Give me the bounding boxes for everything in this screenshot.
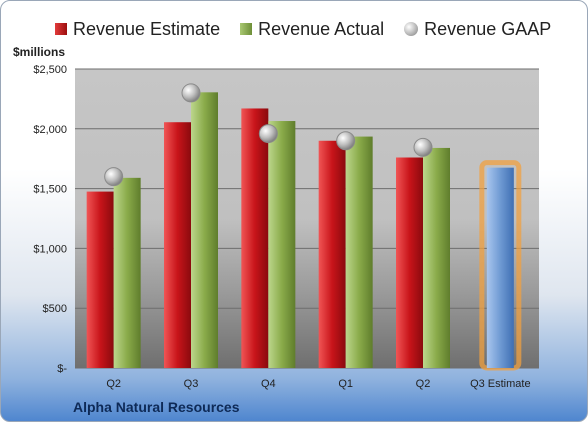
company-name: Alpha Natural Resources: [73, 399, 240, 415]
y-tick-label: $500: [43, 303, 67, 315]
bar-estimate: [318, 140, 346, 368]
legend-label-estimate: Revenue Estimate: [73, 18, 221, 39]
gaap-marker: [336, 131, 356, 151]
bar-actual: [268, 121, 296, 368]
bar-actual: [191, 92, 218, 369]
legend-item-estimate: Revenue Estimate: [55, 19, 220, 40]
y-tick-label: $-: [57, 363, 67, 375]
legend-item-actual: Revenue Actual: [240, 19, 384, 40]
y-tick-label: $1,500: [33, 184, 67, 196]
legend-label-actual: Revenue Actual: [258, 18, 385, 39]
bar-estimate: [164, 122, 191, 368]
bar-estimate: [241, 108, 269, 368]
gaap-marker: [104, 167, 124, 187]
legend: Revenue Estimate Revenue Actual Revenue …: [55, 17, 551, 41]
x-tick-label: Q3: [184, 378, 199, 390]
y-tick-label: $2,000: [33, 124, 67, 136]
bar-actual: [423, 147, 450, 368]
x-tick-label: Q3 Estimate: [470, 378, 531, 390]
bar-estimate: [396, 157, 423, 368]
x-tick-label: Q1: [338, 378, 353, 390]
y-unit-label: $millions: [13, 45, 66, 59]
gaap-marker: [181, 83, 201, 103]
x-tick-label: Q4: [261, 378, 276, 390]
legend-label-gaap: Revenue GAAP: [424, 18, 552, 39]
x-tick-label: Q2: [416, 378, 431, 390]
bar-estimate: [486, 167, 514, 368]
legend-item-gaap: Revenue GAAP: [404, 19, 551, 40]
gaap-marker: [258, 124, 278, 144]
legend-swatch-gaap: [404, 22, 419, 36]
legend-swatch-estimate: [55, 23, 67, 35]
gaap-marker: [413, 137, 433, 157]
plot-area: [75, 69, 539, 368]
y-tick-label: $2,500: [33, 64, 67, 76]
x-tick-label: Q2: [106, 378, 121, 390]
bar-estimate: [86, 191, 114, 368]
bar-actual: [113, 177, 141, 368]
y-tick-label: $1,000: [33, 243, 67, 255]
legend-swatch-actual: [240, 23, 253, 35]
bar-actual: [345, 136, 373, 368]
